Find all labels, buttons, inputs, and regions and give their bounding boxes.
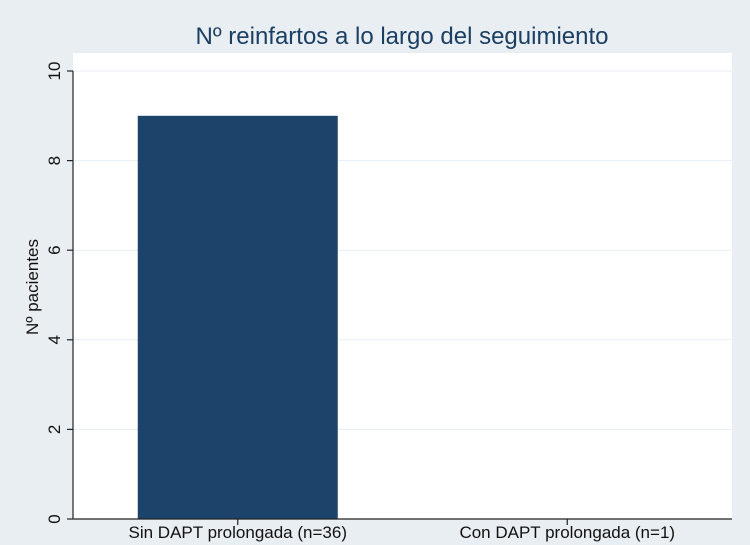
x-tick-label: Con DAPT prolongada (n=1): [459, 523, 675, 542]
y-tick-label: 4: [45, 335, 64, 344]
y-tick-label: 8: [45, 156, 64, 165]
y-tick-label: 6: [45, 245, 64, 254]
bars: [137, 115, 338, 520]
y-tick-label: 10: [45, 62, 64, 81]
y-tick-label: 0: [45, 514, 64, 523]
x-tick-label: Sin DAPT prolongada (n=36): [129, 523, 347, 542]
y-axis-ticks: 0 2 4 6 8 10: [45, 62, 73, 524]
chart-title: Nº reinfartos a lo largo del seguimiento: [196, 23, 609, 50]
y-tick-label: 2: [45, 425, 64, 434]
y-axis-title: Nº pacientes: [23, 239, 42, 335]
x-axis-ticks: Sin DAPT prolongada (n=36) Con DAPT prolo…: [129, 519, 675, 542]
bar: [137, 115, 338, 520]
